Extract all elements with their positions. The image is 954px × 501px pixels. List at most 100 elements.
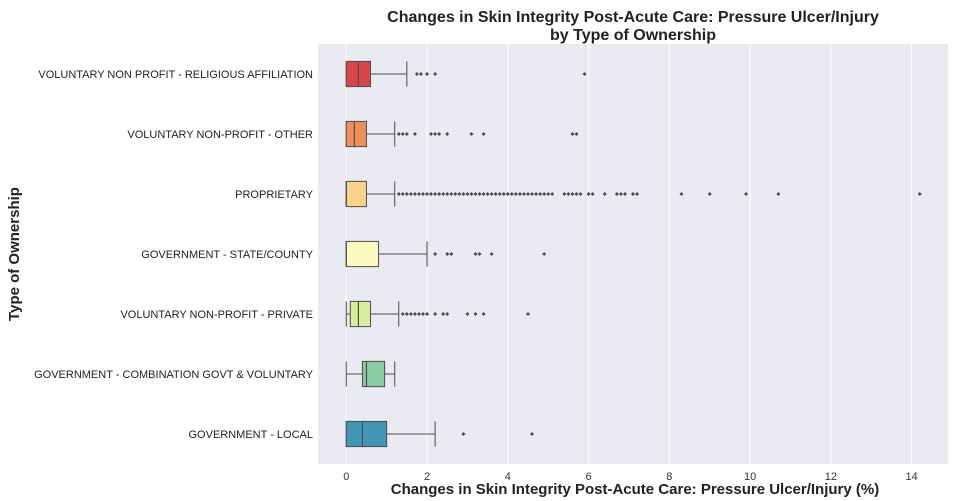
- outlier-point: [425, 192, 430, 196]
- box: [345, 240, 380, 268]
- outlier-point: [574, 132, 579, 136]
- outlier-point: [412, 192, 417, 196]
- category-label: GOVERNMENT - STATE/COUNTY: [141, 249, 313, 261]
- outlier-point: [614, 192, 619, 196]
- box: [345, 180, 367, 208]
- outlier-point: [396, 132, 401, 136]
- outlier-point: [429, 132, 434, 136]
- outlier-point: [578, 192, 583, 196]
- x-tick-label: 10: [744, 471, 756, 483]
- chart-title-line1: Changes in Skin Integrity Post-Acute Car…: [387, 9, 879, 26]
- outlier-point: [412, 312, 417, 316]
- outlier-point: [469, 192, 474, 196]
- x-tick-label: 0: [343, 471, 349, 483]
- box-group: [345, 180, 922, 208]
- outlier-point: [437, 132, 442, 136]
- outlier-point: [505, 192, 510, 196]
- outlier-point: [542, 192, 547, 196]
- outlier-point: [404, 192, 409, 196]
- outlier-point: [744, 192, 749, 196]
- outlier-point: [534, 192, 539, 196]
- box-group: [345, 360, 396, 388]
- outlier-point: [408, 312, 413, 316]
- outlier-point: [433, 312, 438, 316]
- x-tick-label: 12: [825, 471, 837, 483]
- outlier-point: [453, 192, 458, 196]
- box-group: [345, 240, 547, 268]
- outlier-point: [445, 252, 450, 256]
- outlier-point: [465, 192, 470, 196]
- outlier-point: [517, 192, 522, 196]
- outlier-point: [513, 192, 518, 196]
- x-tick-label: 6: [586, 471, 592, 483]
- x-axis-ticks: 0 2 4 6 8 10 12 14: [343, 471, 918, 483]
- outlier-point: [473, 252, 478, 256]
- box-group: [345, 420, 535, 448]
- outlier-point: [473, 312, 478, 316]
- category-label: VOLUNTARY NON PROFIT - RELIGIOUS AFFILIA…: [38, 69, 313, 81]
- outlier-point: [449, 252, 454, 256]
- outlier-point: [429, 192, 434, 196]
- outlier-point: [530, 192, 535, 196]
- outlier-point: [414, 72, 419, 76]
- category-label: VOLUNTARY NON-PROFIT - OTHER: [127, 129, 313, 141]
- outlier-point: [425, 312, 430, 316]
- outlier-point: [530, 432, 535, 436]
- chart-title-line2: by Type of Ownership: [550, 27, 716, 44]
- outlier-point: [542, 252, 547, 256]
- outlier-point: [501, 192, 506, 196]
- outlier-point: [562, 192, 567, 196]
- outlier-point: [418, 72, 423, 76]
- outlier-point: [461, 192, 466, 196]
- category-label: GOVERNMENT - COMBINATION GOVT & VOLUNTAR…: [34, 369, 314, 381]
- outlier-point: [461, 432, 466, 436]
- outlier-point: [776, 192, 781, 196]
- outlier-point: [635, 192, 640, 196]
- outlier-point: [441, 312, 446, 316]
- x-axis-label: Changes in Skin Integrity Post-Acute Car…: [391, 481, 879, 498]
- box-group: [345, 60, 587, 88]
- outlier-point: [400, 192, 405, 196]
- x-tick-label: 8: [666, 471, 672, 483]
- outlier-point: [481, 192, 486, 196]
- outlier-point: [497, 192, 502, 196]
- outlier-point: [550, 192, 555, 196]
- outlier-point: [441, 192, 446, 196]
- outlier-point: [477, 252, 482, 256]
- outlier-point: [416, 312, 421, 316]
- outlier-point: [408, 192, 413, 196]
- category-labels: VOLUNTARY NON PROFIT - RELIGIOUS AFFILIA…: [34, 69, 314, 441]
- outlier-point: [602, 192, 607, 196]
- box: [345, 120, 367, 148]
- outlier-point: [433, 252, 438, 256]
- outlier-point: [437, 192, 442, 196]
- outlier-point: [445, 312, 450, 316]
- outlier-point: [412, 132, 417, 136]
- outlier-point: [526, 312, 530, 316]
- outlier-point: [582, 72, 587, 76]
- outlier-point: [421, 192, 425, 196]
- outlier-point: [622, 192, 627, 196]
- outlier-point: [465, 312, 470, 316]
- outlier-point: [521, 192, 526, 196]
- outlier-point: [485, 192, 490, 196]
- category-label: GOVERNMENT - LOCAL: [189, 429, 314, 441]
- outlier-point: [493, 192, 498, 196]
- outlier-point: [449, 192, 454, 196]
- outlier-point: [433, 192, 438, 196]
- outlier-point: [509, 192, 514, 196]
- outlier-point: [400, 132, 405, 136]
- outlier-point: [416, 192, 421, 196]
- outlier-point: [433, 72, 438, 76]
- x-tick-label: 2: [424, 471, 430, 483]
- outlier-point: [538, 192, 543, 196]
- box: [345, 420, 388, 448]
- box-series: [345, 60, 922, 448]
- outlier-point: [489, 252, 494, 256]
- outlier-point: [433, 132, 438, 136]
- outlier-point: [546, 192, 551, 196]
- outlier-point: [566, 192, 571, 196]
- outlier-point: [631, 192, 635, 196]
- outlier-point: [404, 312, 409, 316]
